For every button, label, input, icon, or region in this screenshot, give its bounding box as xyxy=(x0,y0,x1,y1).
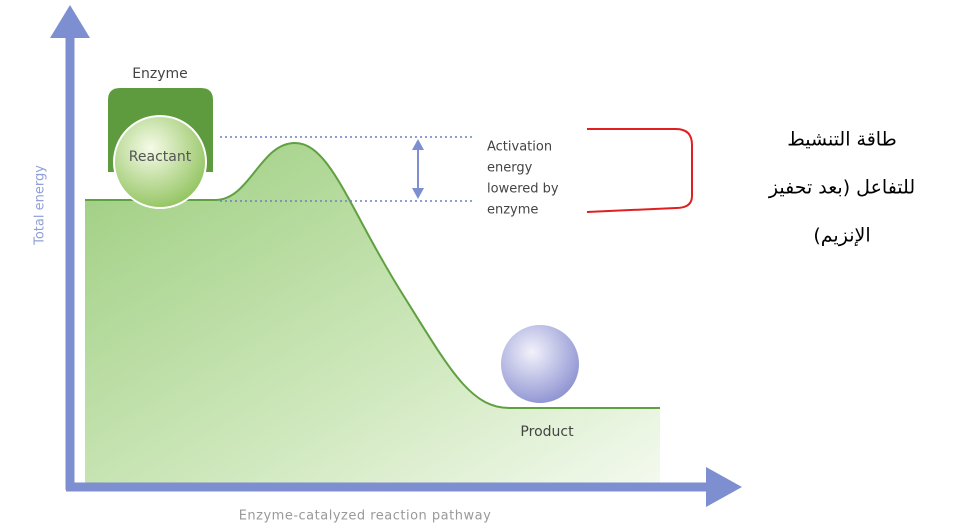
energy-curve xyxy=(85,141,660,409)
annotation-line: enzyme xyxy=(487,203,538,218)
arabic-note-line: للتفاعل (بعد تحفيز xyxy=(768,177,915,199)
product-label: Product xyxy=(520,424,574,440)
enzyme-label: Enzyme xyxy=(132,66,188,82)
arabic-note-line: الإنزيم) xyxy=(813,225,870,247)
x-axis-label: Enzyme-catalyzed reaction pathway xyxy=(239,509,492,524)
product-ball xyxy=(499,323,581,405)
y-axis-arrow xyxy=(50,5,90,38)
bracket xyxy=(586,128,693,213)
reactant-ball xyxy=(113,115,207,209)
annotation-line: Activation xyxy=(487,140,552,155)
energy-area xyxy=(85,143,660,488)
arabic-note-line: طاقة التنشيط xyxy=(787,129,896,151)
annotation-line: energy xyxy=(487,161,533,176)
x-axis-arrow xyxy=(706,467,742,507)
y-axis-label: Total energy xyxy=(33,165,48,246)
arrow-head xyxy=(412,139,424,150)
reactant-label: Reactant xyxy=(129,149,192,165)
arrow-head xyxy=(412,188,424,199)
annotation-line: lowered by xyxy=(487,182,559,197)
